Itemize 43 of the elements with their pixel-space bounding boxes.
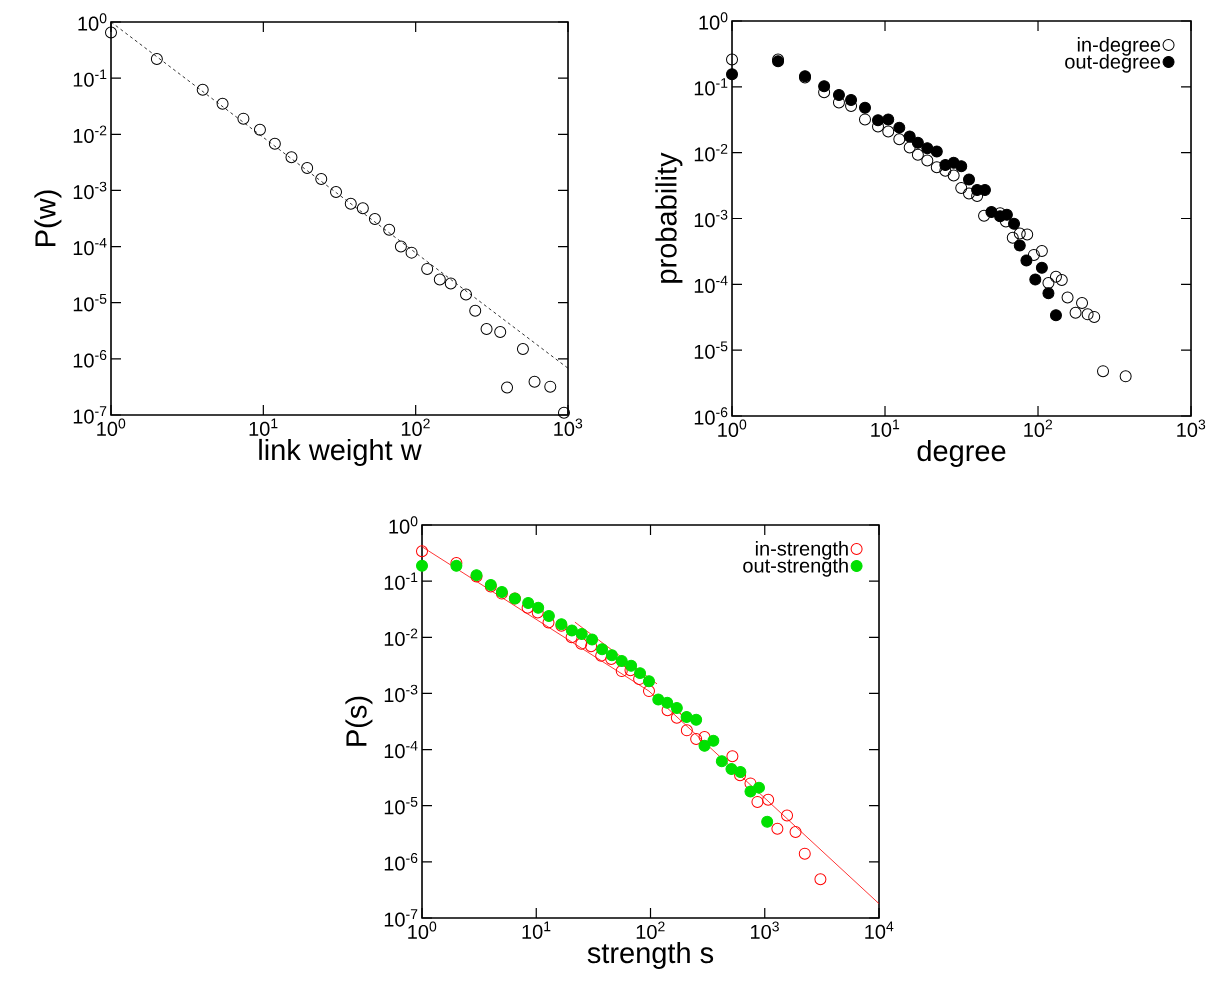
legend-label: out-degree [1065, 54, 1161, 73]
y-tick-label: 10$^{-1}$ [384, 572, 418, 590]
y-tick-label: 10$^{-2}$ [384, 628, 418, 647]
y-tick-label: 10$^{-5}$ [694, 341, 728, 359]
x-tick-label: 10$^{3}$ [751, 921, 779, 940]
y-tick-label: 10$^{-5}$ [384, 797, 418, 815]
y-tick-label: 10$^{-1}$ [694, 78, 728, 96]
x-tick-label: 10$^{0}$ [408, 921, 437, 940]
x-tick-label: 10$^{1}$ [871, 419, 900, 437]
x-axis-title: strength s [587, 941, 714, 969]
y-tick-label: 10$^{-5}$ [73, 294, 107, 312]
x-tick-label: 10$^{2}$ [401, 418, 430, 437]
y-tick-label: 10$^{0}$ [78, 13, 107, 31]
y-tick-label: 10$^{-3}$ [384, 684, 418, 703]
x-tick-label: 10$^{2}$ [1024, 419, 1053, 438]
y-axis-title: probability [655, 152, 683, 283]
x-tick-label: 10$^{4}$ [865, 921, 894, 939]
y-axis-title: P(w) [34, 190, 62, 246]
x-tick-label: 10$^{1}$ [249, 418, 278, 436]
y-axis-title: P(s) [345, 696, 373, 746]
legend-label: in-strength [755, 540, 848, 560]
x-tick-label: 10$^{3}$ [554, 418, 583, 437]
legend-label: out-strength [743, 557, 848, 577]
y-tick-label: 10$^{-6}$ [384, 853, 418, 871]
y-tick-label: 10$^{-6}$ [73, 350, 107, 368]
y-tick-label: 10$^{-3}$ [694, 209, 728, 228]
y-tick-label: 10$^{-3}$ [73, 181, 107, 200]
y-tick-label: 10$^{0}$ [389, 516, 418, 534]
y-tick-label: 10$^{0}$ [699, 12, 728, 30]
x-axis-title: link weight w [259, 438, 422, 466]
x-axis-title: degree [917, 439, 1006, 467]
y-tick-label: 10$^{-4}$ [694, 275, 728, 293]
y-tick-label: 10$^{-4}$ [73, 237, 107, 256]
x-tick-label: 10$^{0}$ [97, 418, 126, 437]
y-tick-label: 10$^{-1}$ [73, 69, 107, 87]
x-tick-label: 10$^{3}$ [1177, 419, 1206, 438]
y-tick-label: 10$^{-4}$ [384, 740, 418, 759]
legend-label: in-degree [1077, 37, 1161, 56]
y-tick-label: 10$^{-2}$ [694, 143, 728, 162]
x-tick-label: 10$^{1}$ [522, 921, 551, 939]
x-tick-label: 10$^{0}$ [718, 419, 747, 438]
y-tick-label: 10$^{-2}$ [73, 125, 107, 144]
x-tick-label: 10$^{2}$ [636, 921, 665, 940]
